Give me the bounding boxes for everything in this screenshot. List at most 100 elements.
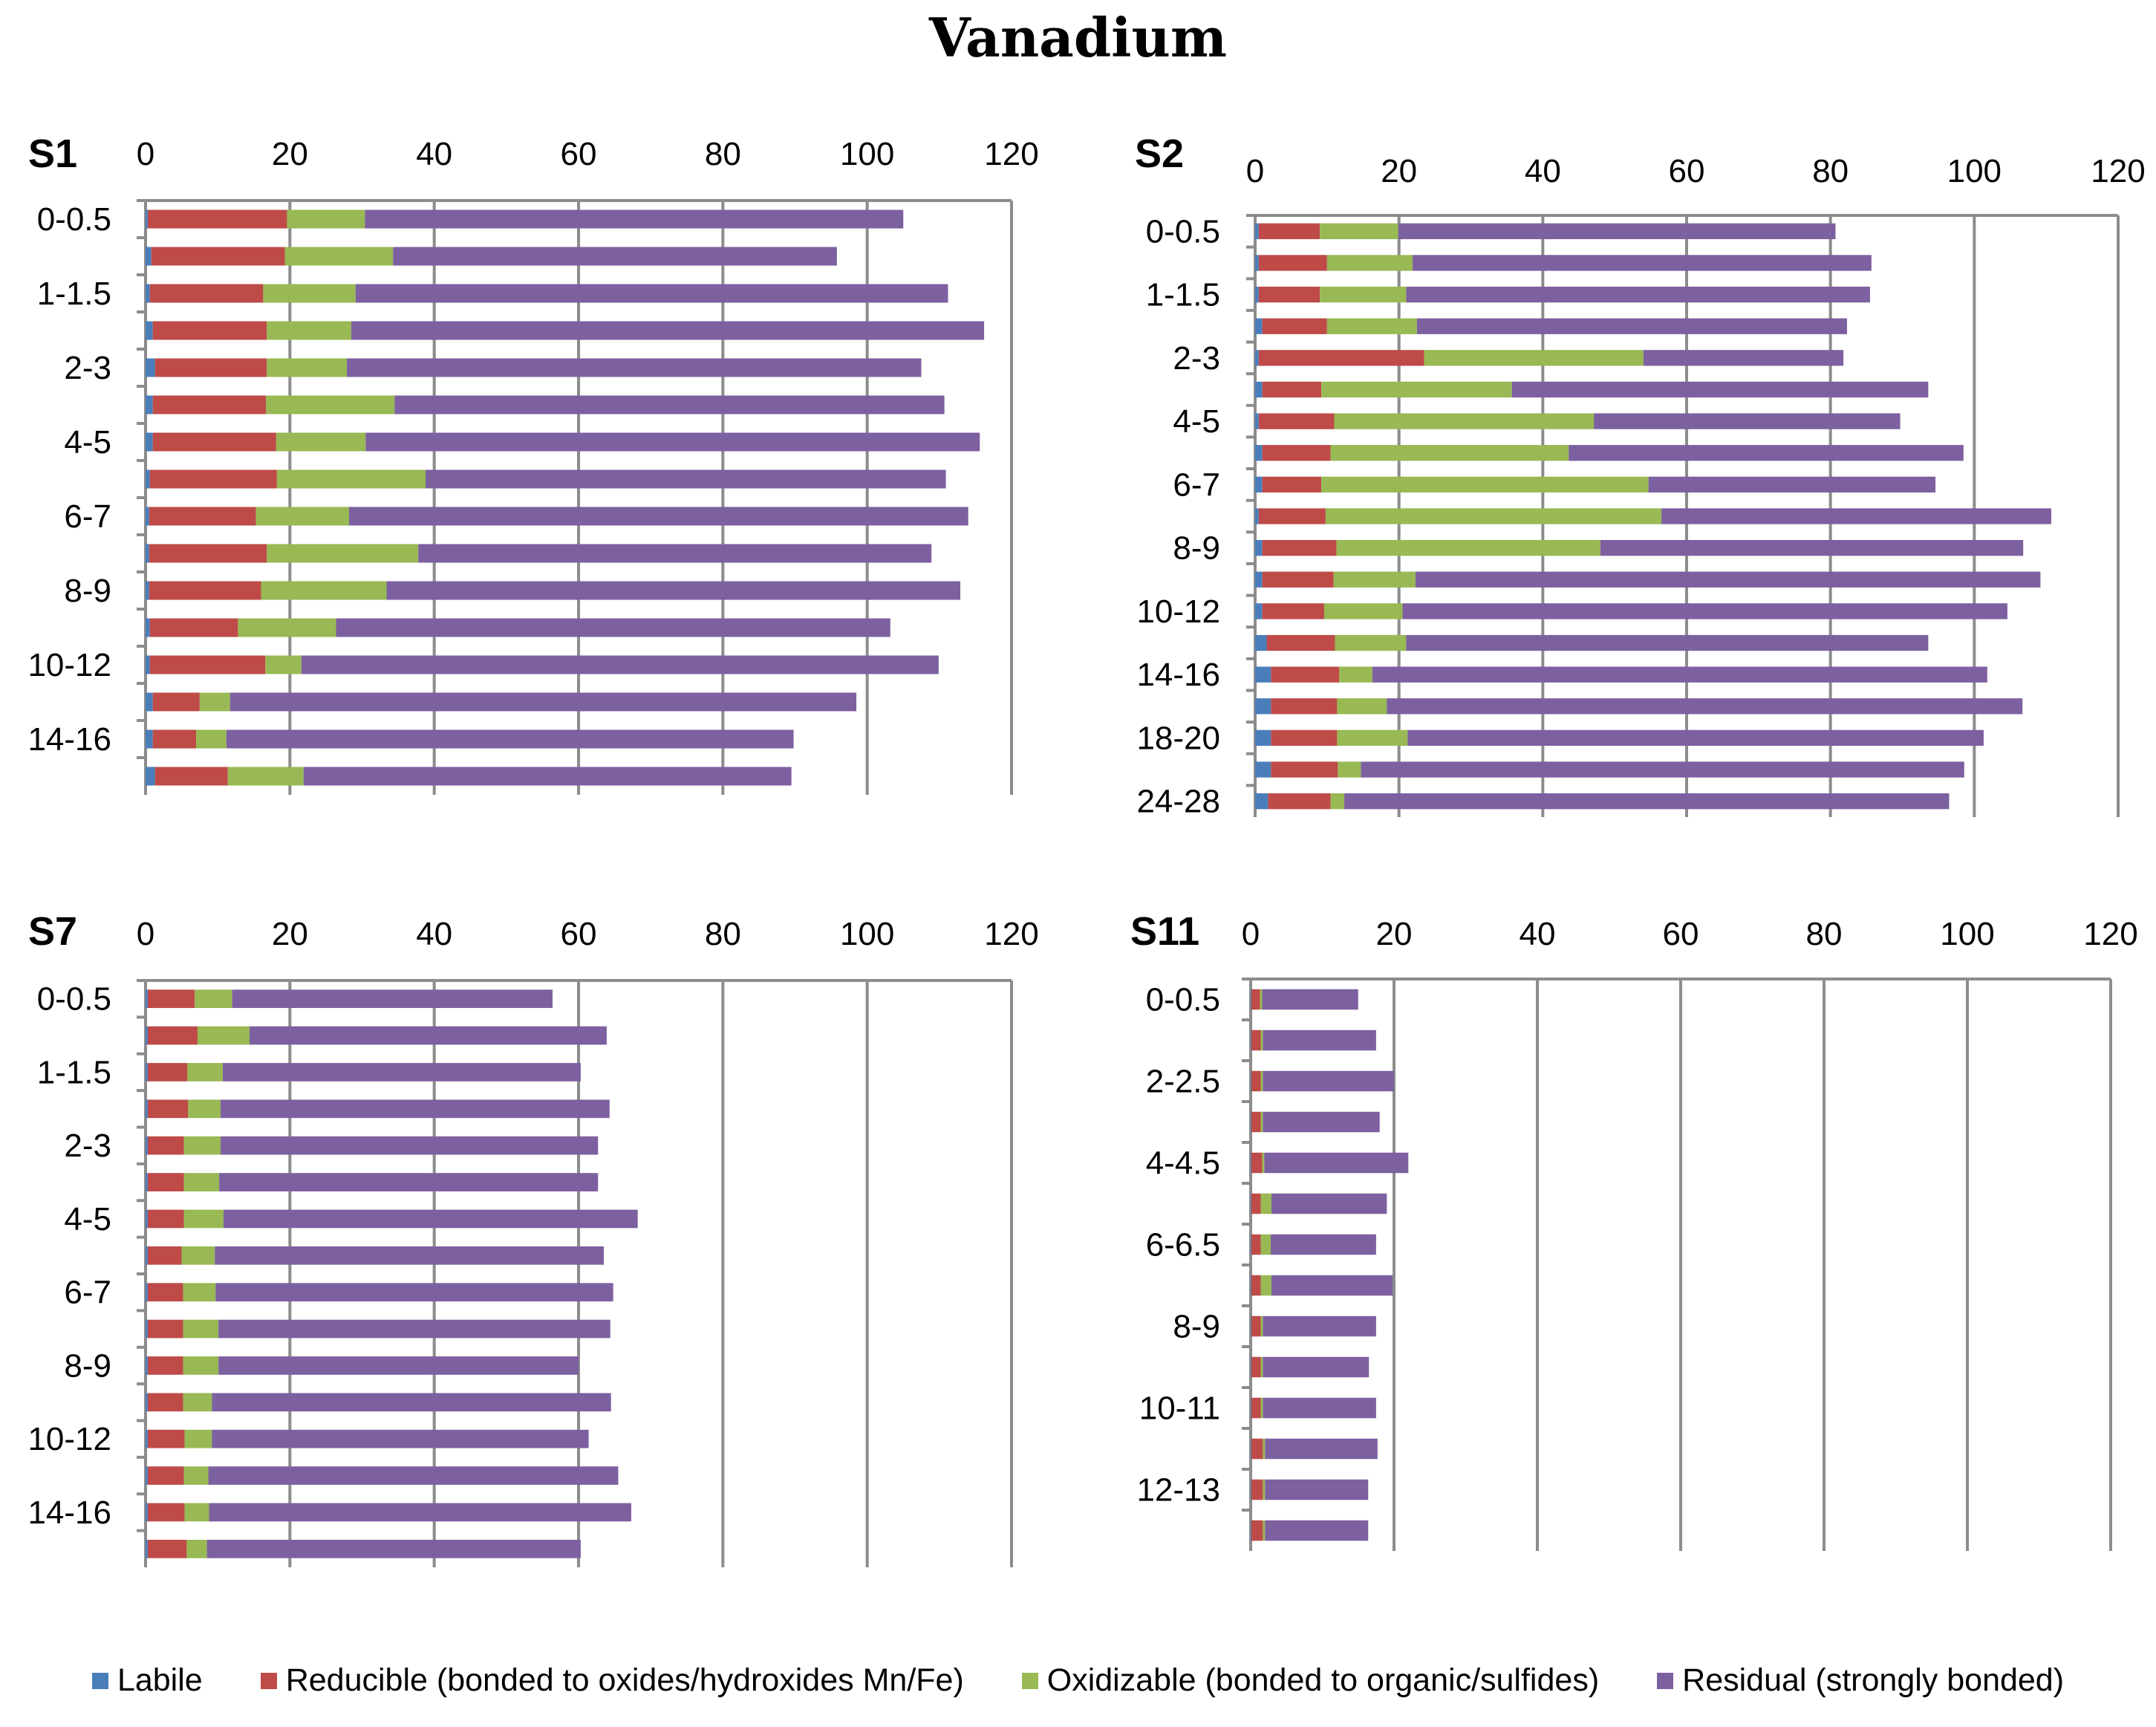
category-label: 4-5 [64,1201,111,1237]
x-tick-label: 100 [1940,916,1994,952]
chart-panel-s1: S1 0 20 40 60 80 100 120 0-0.5 1-1.5 2-3 4-5 6-7 8-9 1… [27,131,1039,795]
bar-segment-oxidizable [1262,1152,1265,1174]
bar-segment-reducible [1251,1193,1261,1214]
bar-segment-residual [219,1173,599,1191]
bar-segment-residual [1569,445,1964,461]
x-tick-label: 100 [840,136,894,172]
bar-segment-residual [226,729,794,749]
bar-segment-residual [1406,286,1870,303]
bar-segment-residual [221,1099,610,1119]
x-tick-label: 40 [1525,153,1561,189]
category-label: 0-0.5 [37,981,111,1018]
bar-segment-labile [146,729,153,749]
legend-item-oxidizable: Oxidizable (bonded to organic/sulfides) [1021,1662,1599,1699]
bar-segment-labile [146,618,150,637]
legend-item-labile: Labile [91,1662,203,1699]
bar-segment-oxidizable [183,1136,221,1155]
bar-segment-residual [355,284,948,303]
x-tick-label: 40 [416,916,452,952]
bar-segment-residual [215,1283,613,1302]
bar-segment-oxidizable [287,209,365,229]
x-tick-label: 80 [705,916,741,952]
x-tick-label: 40 [416,136,452,172]
bar-segment-residual [1406,634,1929,651]
bar-segment-labile [146,1539,148,1558]
bar-segment-residual [1600,539,2024,556]
category-label: 2-3 [1173,340,1220,377]
bar-segment-reducible [147,1136,184,1155]
bar-segment-labile [1255,445,1263,461]
bar-segment-labile [1255,255,1259,271]
bar-segment-reducible [1262,381,1322,398]
bar-segment-residual [418,544,932,563]
panel-title: S1 [28,131,77,176]
bar-segment-labile [146,544,149,563]
bar-segment-residual [365,432,980,452]
bar-segment-reducible [149,469,277,489]
bar-segment-residual [336,618,890,637]
bar-segment-oxidizable [1339,666,1372,683]
legend-swatch [1657,1672,1674,1689]
bar-segment-oxidizable [1337,698,1387,715]
bar-segment-reducible [147,1026,198,1045]
bar-segment-reducible [1262,571,1334,588]
bar-segment-residual [208,1466,619,1485]
bar-segment-reducible [147,1356,183,1375]
bar-segment-oxidizable [1323,603,1403,619]
bar-segment-oxidizable [265,655,302,674]
bar-segment-oxidizable [1260,989,1263,1010]
bar-segment-oxidizable [263,284,356,303]
bar-segment-labile [146,209,148,229]
bar-segment-labile [146,1356,148,1375]
bar-segment-labile [1255,350,1259,366]
legend-label: Reducible (bonded to oxides/hydroxides M… [285,1662,964,1698]
category-label: 0-0.5 [37,201,111,238]
bar-segment-residual [365,209,904,229]
category-label: 14-16 [27,1495,111,1531]
bar-segment-reducible [147,1539,187,1558]
bar-segment-residual [1407,729,1984,747]
charts-canvas: S1 0 20 40 60 80 100 120 0-0.5 1-1.5 2-3 4-5 6-7 8-9 1… [27,131,2146,1567]
bar-segment-oxidizable [183,1209,224,1229]
x-tick-label: 120 [984,916,1038,952]
chart-main-title: Vanadium [928,6,1228,69]
category-label: 6-6.5 [1146,1227,1220,1263]
bar-segment-reducible [147,1099,189,1119]
bar-segment-reducible [1251,1152,1263,1174]
bar-segment-residual [1271,1234,1376,1255]
bar-segment-oxidizable [227,767,304,786]
bar-segment-oxidizable [1330,445,1569,461]
category-label: 8-9 [64,1347,111,1384]
category-label: 12-13 [1136,1472,1220,1509]
category-label: 2-2.5 [1146,1064,1220,1100]
bar-segment-reducible [152,692,200,712]
chart-panel-s11: S11 0 20 40 60 80 100 120 0-0.5 2-2.5 4-4.5 6-6.5 8-… [1130,909,2138,1551]
bar-segment-labile [1255,729,1271,747]
panel-title: S7 [28,909,77,954]
bar-segment-oxidizable [1260,1356,1263,1378]
bar-segment-labile [1255,318,1263,334]
x-tick-label: 20 [1376,916,1413,952]
bar-segment-oxidizable [186,1539,207,1558]
bar-segment-oxidizable [1263,1520,1266,1541]
bar-segment-residual [215,1246,605,1265]
bar-segment-residual [1413,255,1872,271]
bar-segment-oxidizable [255,507,350,526]
bar-segment-oxidizable [1260,1111,1263,1133]
legend-swatch [260,1672,277,1689]
category-label: 1-1.5 [37,1054,111,1090]
x-tick-label: 20 [272,136,308,172]
x-tick-label: 100 [1947,153,2002,189]
bar-segment-residual [221,1136,599,1155]
bar-segment-reducible [1268,793,1331,810]
bar-segment-oxidizable [187,1063,223,1082]
x-tick-label: 40 [1520,916,1556,952]
bar-segment-labile [146,1393,148,1412]
bar-segment-labile [146,1209,148,1229]
bar-segment-oxidizable [1326,255,1413,271]
legend-swatch [91,1672,108,1689]
bar-segment-labile [146,1466,148,1485]
bar-segment-reducible [147,1319,183,1339]
bar-segment-oxidizable [1321,476,1649,493]
bar-segment-reducible [1266,634,1335,651]
